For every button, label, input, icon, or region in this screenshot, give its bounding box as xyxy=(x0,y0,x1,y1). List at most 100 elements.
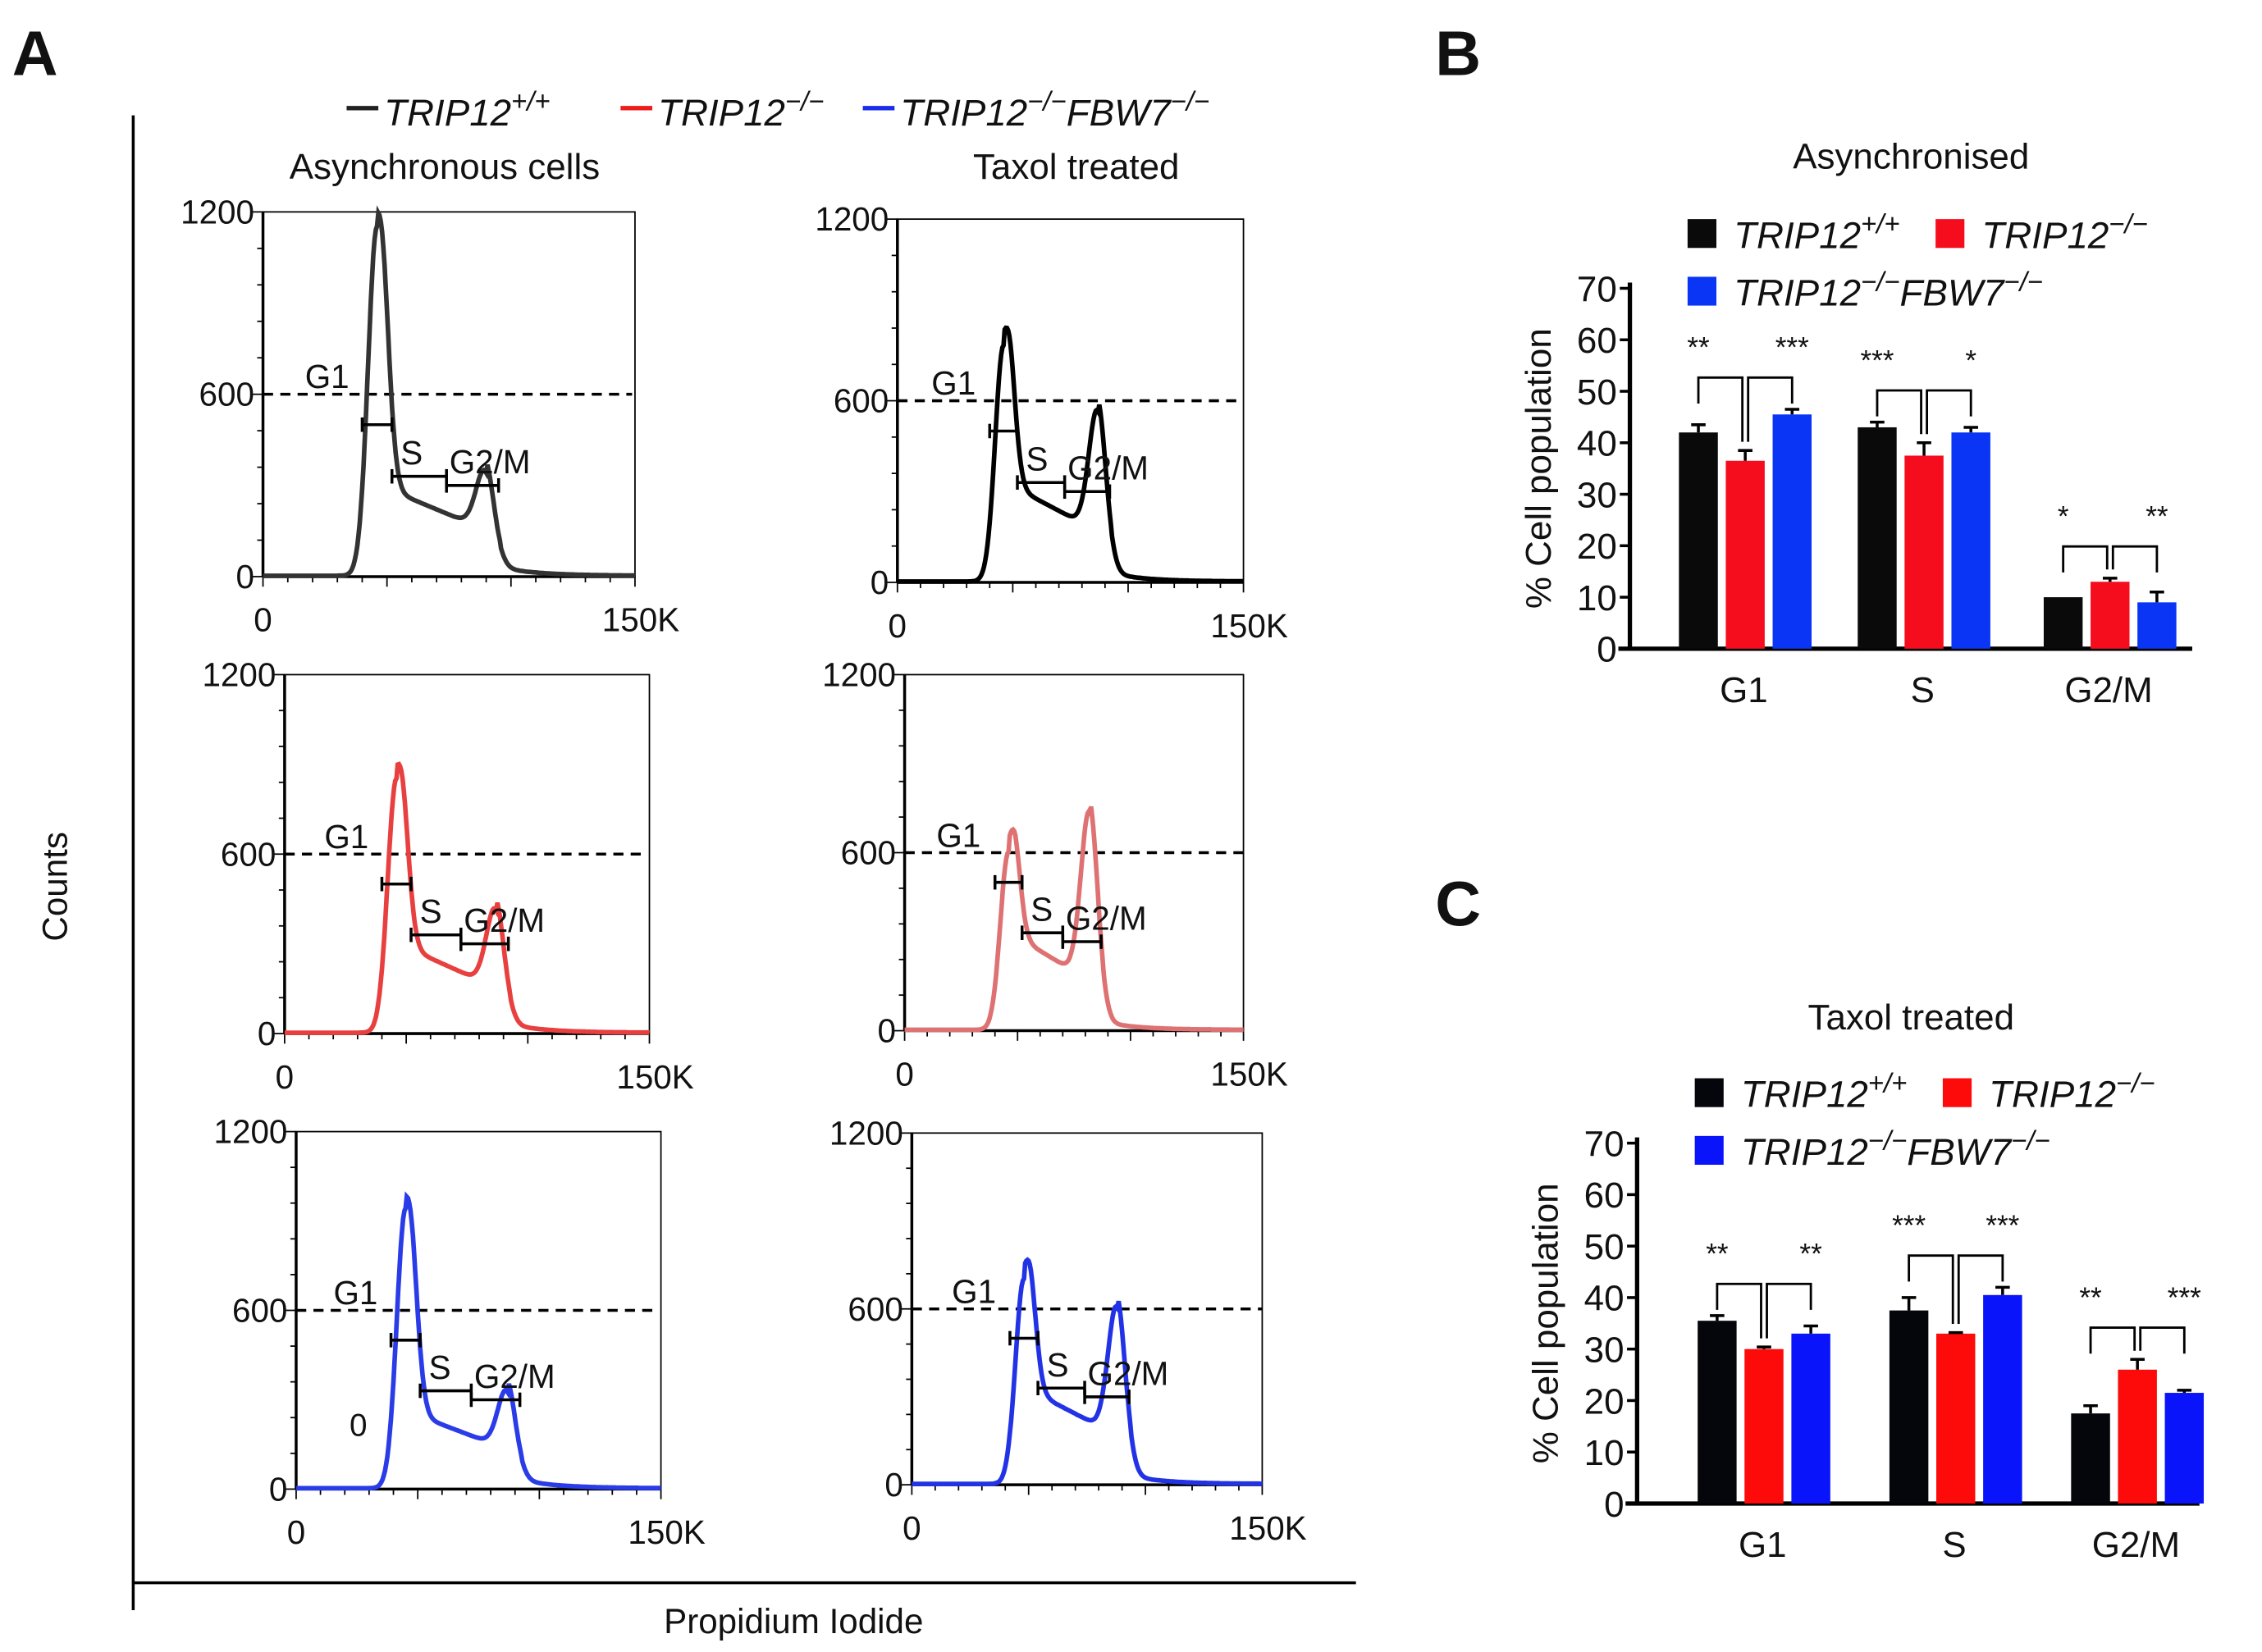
bar xyxy=(1889,1310,1929,1504)
y-tick-label: 70 xyxy=(1584,1124,1625,1164)
histogram-panel: 0 600 1200 0 150K G1 S G2/M xyxy=(202,656,693,1096)
bar xyxy=(2091,582,2130,649)
bar xyxy=(2137,602,2177,649)
genotype-gene: TRIP12 xyxy=(1981,214,2109,256)
genotype-gene: TRIP12 xyxy=(1741,1131,1868,1173)
panel-label-c: C xyxy=(1435,869,1481,939)
gate-label-g2m: G2/M xyxy=(1066,900,1147,938)
significance-stars: *** xyxy=(1892,1210,1926,1242)
legend-swatch-0 xyxy=(1694,1078,1724,1107)
x-tick-label: 150K xyxy=(602,601,679,639)
y-tick-label: 10 xyxy=(1584,1433,1625,1473)
histogram-panel: 0 600 1200 0 150K G1 S G2/M xyxy=(815,200,1287,645)
significance-stars: ** xyxy=(2145,501,2168,533)
genotype-gene: TRIP12 xyxy=(1734,272,1861,314)
y-tick-label: 50 xyxy=(1577,372,1617,413)
significance-bracket xyxy=(1747,376,1794,442)
significance-bracket xyxy=(1716,1282,1762,1339)
y-tick-label: 30 xyxy=(1577,475,1617,515)
category-label: G1 xyxy=(1739,1525,1787,1565)
genotype-gene: TRIP12 xyxy=(900,92,1027,134)
genotype-gene-2: FBW7 xyxy=(1900,272,2006,314)
legend-label-0: TRIP12+/+ xyxy=(384,86,550,134)
genotype-superscript-2: −/− xyxy=(2011,1125,2050,1156)
bar xyxy=(1936,1333,1976,1504)
x-tick-label: 0 xyxy=(276,1058,294,1096)
gate-label-g1: G1 xyxy=(305,358,350,395)
legend-swatch-2 xyxy=(1687,276,1717,306)
histogram-curve xyxy=(912,1257,1263,1486)
y-tick-label: 0 xyxy=(1604,1485,1624,1525)
chart-title: Taxol treated xyxy=(1808,997,2014,1038)
significance-stars: ** xyxy=(1687,332,1710,364)
histogram-panel: 0 600 1200 0 150K G1 S G2/M xyxy=(822,656,1288,1093)
y-tick-label: 20 xyxy=(1577,527,1617,567)
category-label: G2/M xyxy=(2064,670,2152,710)
y-axis-label: % Cell population xyxy=(1526,1183,1566,1463)
y-tick-label: 70 xyxy=(1577,269,1617,309)
significance-bracket xyxy=(1697,376,1744,442)
genotype-superscript: +/+ xyxy=(1868,1067,1908,1098)
bar xyxy=(1904,455,1944,649)
gate-label-g1: G1 xyxy=(936,816,980,854)
genotype-gene-2: FBW7 xyxy=(1907,1131,2013,1173)
legend-swatch-0 xyxy=(1687,219,1717,249)
column-title-async: Asynchronous cells xyxy=(290,147,600,187)
significance-stars: * xyxy=(2058,501,2069,533)
bar xyxy=(1858,427,1897,649)
genotype-superscript-2: −/− xyxy=(2004,266,2043,296)
y-tick-label: 20 xyxy=(1584,1381,1625,1422)
genotype-superscript: +/+ xyxy=(511,86,551,116)
x-tick-label: 150K xyxy=(1210,607,1287,645)
x-tick-label: 0 xyxy=(895,1055,913,1093)
category-label: S xyxy=(1911,670,1935,710)
significance-stars: *** xyxy=(2168,1282,2201,1314)
y-tick-label: 60 xyxy=(1584,1175,1625,1216)
bar xyxy=(1791,1333,1830,1504)
significance-bracket xyxy=(1926,389,1972,435)
significance-bracket xyxy=(1957,1254,2004,1325)
y-tick-label: 600 xyxy=(232,1292,287,1330)
bar xyxy=(1983,1294,2022,1504)
legend-label-2: TRIP12−/−FBW7−/− xyxy=(1741,1125,2050,1173)
gate-label-s: S xyxy=(1026,440,1049,477)
legend-label-1: TRIP12−/− xyxy=(658,86,824,134)
y-tick-label: 0 xyxy=(236,558,254,596)
significance-bracket xyxy=(1876,389,1922,435)
gate-label-s: S xyxy=(429,1349,451,1386)
y-tick-label: 10 xyxy=(1577,578,1617,618)
histogram-curve xyxy=(263,205,635,578)
legend-label-2: TRIP12−/−FBW7−/− xyxy=(900,86,1209,134)
legend-label-1: TRIP12−/− xyxy=(1989,1067,2155,1115)
bar xyxy=(1725,460,1765,649)
significance-bracket xyxy=(1766,1282,1812,1339)
gate-label-s: S xyxy=(1030,891,1053,929)
significance-stars: ** xyxy=(1799,1239,1822,1271)
y-tick-label: 1200 xyxy=(214,1113,288,1151)
y-tick-label: 1200 xyxy=(181,193,254,230)
y-tick-label: 600 xyxy=(848,1290,903,1328)
histogram-curve xyxy=(295,1191,661,1491)
category-label: G2/M xyxy=(2092,1525,2180,1565)
bar xyxy=(1744,1349,1784,1504)
y-tick-label: 50 xyxy=(1584,1227,1625,1267)
gate-label-g2m: G2/M xyxy=(450,443,531,481)
y-tick-label: 30 xyxy=(1584,1330,1625,1371)
genotype-superscript: −/− xyxy=(2116,1067,2155,1098)
bar xyxy=(2164,1393,2205,1504)
significance-bracket xyxy=(1908,1254,1954,1325)
significance-bracket xyxy=(2062,545,2109,573)
significance-bracket xyxy=(2089,1326,2136,1354)
histogram-panels: 0 600 1200 0 150K G1 S G2/M 0 600 1200 0 150K G1 S G2/M… xyxy=(181,193,1307,1551)
significance-stars: ** xyxy=(2079,1282,2102,1314)
category-label: G1 xyxy=(1720,670,1768,710)
genotype-superscript: −/− xyxy=(1861,266,1900,296)
histogram-panel: 0 600 1200 0 150K G1 S G2/M xyxy=(829,1114,1307,1547)
stray-zero-label: 0 xyxy=(350,1408,368,1443)
x-tick-label: 0 xyxy=(889,607,907,645)
y-tick-label: 1200 xyxy=(202,656,276,694)
genotype-superscript: −/− xyxy=(2109,208,2148,239)
significance-stars: * xyxy=(1965,345,1976,376)
